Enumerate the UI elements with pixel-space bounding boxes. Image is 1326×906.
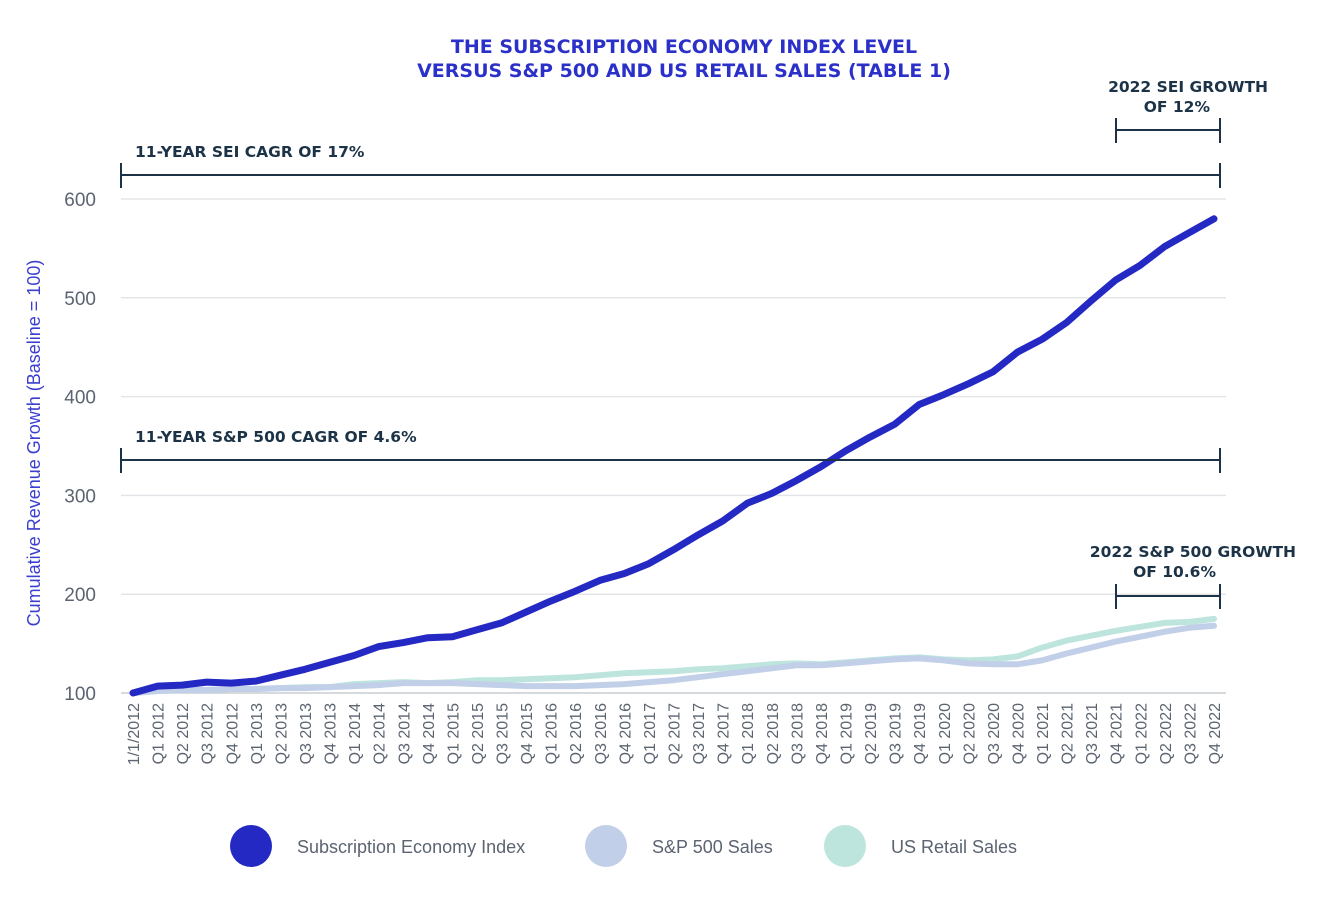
x-tick-label: Q4 2013 xyxy=(323,703,340,764)
chart-title-line-2: VERSUS S&P 500 AND US RETAIL SALES (TABL… xyxy=(417,60,951,82)
x-tick-label: Q1 2021 xyxy=(1035,703,1052,764)
x-tick-label: 1/1/2012 xyxy=(126,703,143,765)
series-line-subscription-economy-index xyxy=(129,215,1218,697)
x-tick-label: Q1 2015 xyxy=(445,703,462,764)
x-tick-label: Q1 2019 xyxy=(838,703,855,764)
x-tick-label: Q3 2022 xyxy=(1182,703,1199,764)
x-tick-label: Q2 2021 xyxy=(1060,703,1077,764)
x-tick-label: Q4 2019 xyxy=(912,703,929,764)
annotation-sp-2022-line-1: 2022 S&P 500 GROWTH xyxy=(1090,543,1296,561)
x-tick-label: Q3 2021 xyxy=(1084,703,1101,764)
x-tick-label: Q1 2014 xyxy=(347,703,364,764)
x-axis-ticks: 1/1/2012 Q1 2012 Q2 2012 Q3 2012 Q4 2012 Q1 2… xyxy=(126,703,1224,765)
series-line-s-p-500-sales xyxy=(130,622,1217,696)
legend-label-sei: Subscription Economy Index xyxy=(297,837,525,857)
x-tick-label: Q2 2015 xyxy=(470,703,487,764)
x-tick-label: Q2 2022 xyxy=(1158,703,1175,764)
x-tick-label: Q3 2018 xyxy=(789,703,806,764)
x-tick-label: Q1 2016 xyxy=(544,703,561,764)
x-tick-label: Q4 2012 xyxy=(224,703,241,764)
x-tick-label: Q1 2020 xyxy=(937,703,954,764)
y-tick-label: 500 xyxy=(64,289,96,310)
annotation-sei-2022: 2022 SEI GROWTH OF 12% xyxy=(1108,78,1268,143)
x-tick-label: Q2 2014 xyxy=(372,703,389,764)
x-tick-label: Q2 2019 xyxy=(863,703,880,764)
x-tick-label: Q4 2018 xyxy=(814,703,831,764)
y-tick-label: 600 xyxy=(64,190,96,211)
legend-label-retail: US Retail Sales xyxy=(891,837,1017,857)
x-tick-label: Q1 2022 xyxy=(1133,703,1150,764)
y-tick-label: 200 xyxy=(64,585,96,606)
x-tick-label: Q4 2020 xyxy=(1010,703,1027,764)
y-axis-label: Cumulative Revenue Growth (Baseline = 10… xyxy=(24,260,44,627)
gridlines xyxy=(121,198,1226,694)
x-tick-label: Q3 2019 xyxy=(888,703,905,764)
x-tick-label: Q2 2017 xyxy=(667,703,684,764)
x-tick-label: Q3 2014 xyxy=(396,703,413,764)
annotation-sp-cagr: 11-YEAR S&P 500 CAGR OF 4.6% xyxy=(120,428,1221,473)
annotation-sei-cagr-text: 11-YEAR SEI CAGR OF 17% xyxy=(135,143,365,161)
x-tick-label: Q4 2021 xyxy=(1109,703,1126,764)
legend-swatch-sp500 xyxy=(585,825,627,867)
y-axis-ticks: 100 200 300 400 500 600 xyxy=(64,190,96,705)
x-tick-label: Q1 2018 xyxy=(740,703,757,764)
x-tick-label: Q4 2015 xyxy=(519,703,536,764)
annotation-sp-cagr-text: 11-YEAR S&P 500 CAGR OF 4.6% xyxy=(135,428,417,446)
legend-swatch-sei xyxy=(230,825,272,867)
annotation-sp-2022-line-2: OF 10.6% xyxy=(1133,563,1216,581)
annotation-sei-2022-line-2: OF 12% xyxy=(1144,98,1211,116)
x-tick-label: Q3 2012 xyxy=(200,703,217,764)
annotation-sei-cagr: 11-YEAR SEI CAGR OF 17% xyxy=(120,143,1221,188)
x-tick-label: Q1 2012 xyxy=(151,703,168,764)
x-tick-label: Q1 2013 xyxy=(249,703,266,764)
x-tick-label: Q2 2013 xyxy=(273,703,290,764)
x-tick-label: Q3 2020 xyxy=(986,703,1003,764)
x-tick-label: Q2 2020 xyxy=(961,703,978,764)
y-tick-label: 400 xyxy=(64,388,96,409)
y-tick-label: 100 xyxy=(64,684,96,705)
legend-swatch-retail xyxy=(824,825,866,867)
x-tick-label: Q4 2014 xyxy=(421,703,438,764)
x-tick-label: Q2 2018 xyxy=(765,703,782,764)
x-tick-label: Q3 2016 xyxy=(593,703,610,764)
x-tick-label: Q1 2017 xyxy=(642,703,659,764)
y-tick-label: 300 xyxy=(64,486,96,507)
chart-title-line-1: THE SUBSCRIPTION ECONOMY INDEX LEVEL xyxy=(451,36,917,58)
legend: Subscription Economy Index S&P 500 Sales… xyxy=(230,825,1017,867)
x-tick-label: Q3 2013 xyxy=(298,703,315,764)
legend-label-sp500: S&P 500 Sales xyxy=(652,837,773,857)
series-lines xyxy=(129,215,1218,697)
x-tick-label: Q2 2016 xyxy=(568,703,585,764)
x-tick-label: Q3 2015 xyxy=(495,703,512,764)
annotation-sp-2022: 2022 S&P 500 GROWTH OF 10.6% xyxy=(1090,543,1296,609)
x-tick-label: Q4 2017 xyxy=(716,703,733,764)
x-tick-label: Q2 2012 xyxy=(175,703,192,764)
annotation-sei-2022-line-1: 2022 SEI GROWTH xyxy=(1108,78,1268,96)
x-tick-label: Q4 2022 xyxy=(1207,703,1224,764)
x-tick-label: Q3 2017 xyxy=(691,703,708,764)
x-tick-label: Q4 2016 xyxy=(617,703,634,764)
